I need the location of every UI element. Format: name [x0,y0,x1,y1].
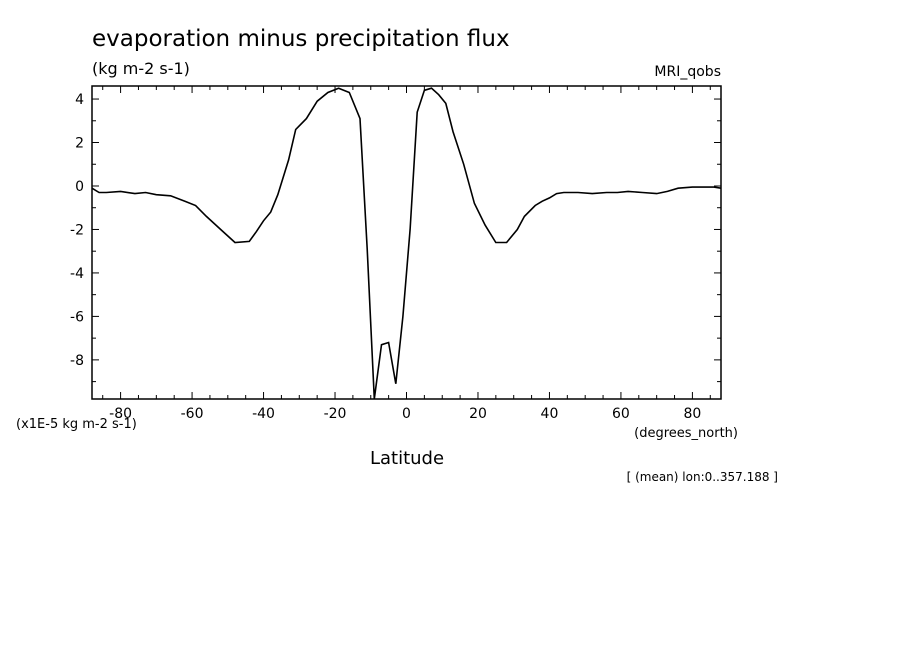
x-units-label: (degrees_north) [634,426,738,441]
y-tick-label: 2 [75,136,84,152]
chart-title: evaporation minus precipitation flux [92,26,510,52]
y-tick-label: -8 [70,353,84,369]
y-tick-label: -4 [70,266,84,282]
x-tick-label: -20 [324,406,347,422]
y-tick-label: 4 [75,92,84,108]
x-tick-label: -60 [181,406,204,422]
x-axis-label: Latitude [370,448,444,469]
y-tick-label: -2 [70,222,84,238]
x-tick-label: -80 [109,406,132,422]
y-tick-label: 0 [75,179,84,195]
series-line [91,87,722,400]
chart-units: (kg m-2 s-1) [92,59,190,78]
x-tick-label: 0 [402,406,411,422]
x-tick-label: 40 [541,406,559,422]
x-tick-label: -40 [252,406,275,422]
x-tick-label: 60 [612,406,630,422]
plot-frame [91,85,722,400]
y-axis-ticks: -8 -6 -4 -2 0 2 4 [70,92,721,383]
y-scale-label: (x1E-5 kg m-2 s-1) [16,417,137,432]
y-tick-label: -6 [70,309,84,325]
footnote: [ (mean) lon:0..357.188 ] [627,470,778,484]
source-label: MRI_qobs [654,64,721,80]
x-tick-label: 80 [683,406,701,422]
x-tick-label: 20 [469,406,487,422]
x-axis-ticks: -80 -60 -40 -20 0 20 40 60 80 [102,86,711,422]
